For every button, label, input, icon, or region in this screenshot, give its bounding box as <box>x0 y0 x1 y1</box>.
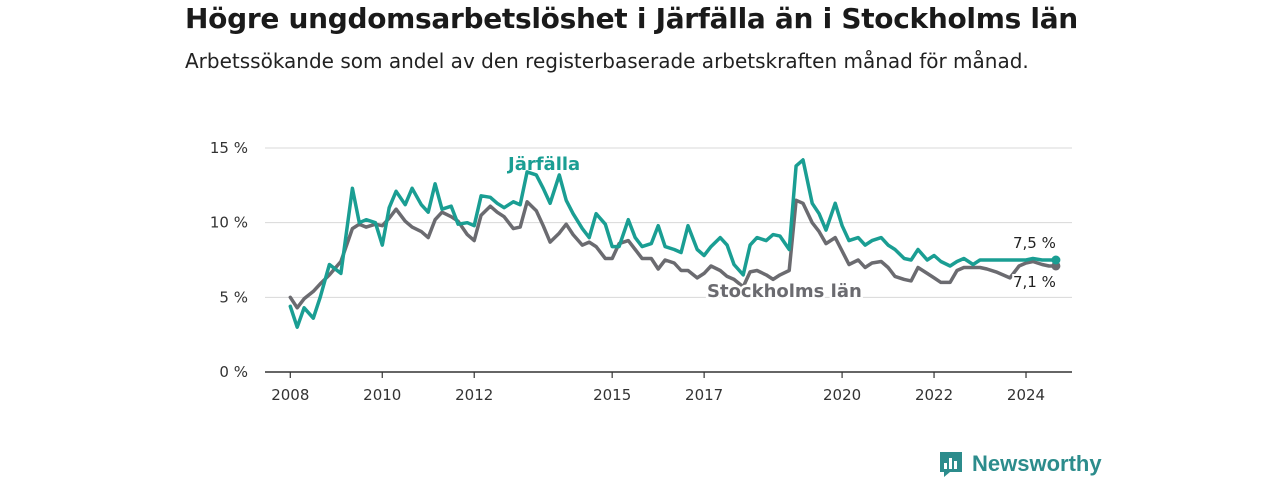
y-tick-label: 5 % <box>219 288 248 306</box>
chart-title: Högre ungdomsarbetslöshet i Järfälla än … <box>185 2 1078 35</box>
end-label-stockholms-lan: 7,1 % <box>1013 273 1056 291</box>
x-tick-label: 2008 <box>271 386 309 404</box>
x-tick-label: 2017 <box>685 386 723 404</box>
series-line-jarfalla <box>288 158 1058 329</box>
y-tick-label: 0 % <box>219 363 248 381</box>
series-label-stockholms-lan: Stockholms län <box>707 281 862 302</box>
brand-name: Newsworthy <box>972 451 1102 476</box>
series-line-stockholms-lan <box>288 198 1058 310</box>
y-tick-label: 10 % <box>210 214 248 232</box>
x-tick-label: 2022 <box>915 386 953 404</box>
x-tick-label: 2024 <box>1007 386 1045 404</box>
x-axis-ticks: 2008 2010 2012 2015 2017 2020 2022 2024 <box>271 372 1045 404</box>
y-axis-ticks: 0 % 5 % 10 % 15 % <box>210 139 248 381</box>
y-tick-label: 15 % <box>210 139 248 157</box>
chart-subtitle: Arbetssökande som andel av den registerb… <box>185 49 1029 73</box>
x-tick-label: 2015 <box>593 386 631 404</box>
gridlines <box>265 147 1072 373</box>
newsworthy-logo-icon <box>940 452 962 477</box>
series-end-point <box>1051 255 1061 265</box>
x-tick-label: 2020 <box>823 386 861 404</box>
series-lines <box>288 158 1061 329</box>
end-label-jarfalla: 7,5 % <box>1013 234 1056 252</box>
x-tick-label: 2010 <box>363 386 401 404</box>
brand-logo: Newsworthy <box>938 450 1102 478</box>
series-label-jarfalla: Järfälla <box>506 154 580 175</box>
x-tick-label: 2012 <box>455 386 493 404</box>
